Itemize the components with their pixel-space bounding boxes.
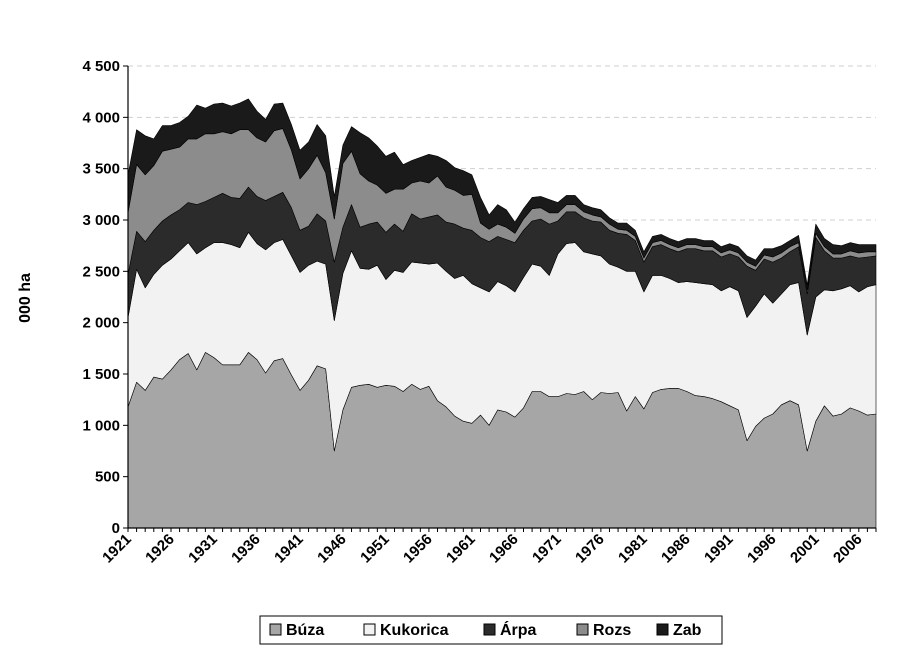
y-tick-label: 1 000 [82,417,120,434]
area-series-group [127,98,877,529]
legend-label: Zab [673,622,702,639]
legend-label: Árpa [500,620,537,639]
x-tick-label: 1936 [228,531,264,567]
legend-swatch [269,623,282,636]
x-tick-label: 1961 [443,531,479,567]
area-zab [127,98,877,291]
legend-label: Rozs [593,622,631,639]
legend-label: Búza [286,622,324,639]
x-tick-label: 1941 [271,531,307,567]
y-tick-label: 1 500 [82,366,120,383]
legend-swatch [576,623,589,636]
y-tick-labels: 0 500 1 000 1 500 2 000 2 500 3 000 3 500 4 000 4… [82,58,128,537]
x-tick-label: 1981 [615,531,651,567]
x-tick-label: 1986 [658,531,694,567]
x-tick-label: 1956 [400,531,436,567]
y-tick-label: 2 500 [82,263,120,280]
legend-swatch [656,623,669,636]
x-tick-label: 1966 [486,531,522,567]
y-tick-label: 2 000 [82,315,120,332]
y-tick-label: 4 500 [82,58,120,75]
y-tick-label: 0 [112,520,120,537]
legend-swatch [363,623,376,636]
x-tick-label: 1971 [529,531,565,567]
axes [127,66,877,532]
y-tick-label: 500 [95,469,120,486]
x-tick-label: 1946 [314,531,350,567]
legend-label: Kukorica [380,622,449,639]
x-tick-label: 2006 [830,531,866,567]
x-tick-label: 1931 [185,531,221,567]
x-tick-label: 1951 [357,531,393,567]
x-tick-label: 1996 [744,531,780,567]
legend: Búza Kukorica Árpa Rozs Zab [259,615,723,645]
x-tick-label: 2001 [787,531,823,567]
x-tick-label: 1991 [701,531,737,567]
y-tick-label: 4 000 [82,109,120,126]
x-tick-label: 1976 [572,531,608,567]
y-tick-label: 3 000 [82,212,120,229]
legend-swatch [483,623,496,636]
x-tick-labels: 1921 1926 1931 1936 1941 1946 1951 1956 1961 1966… [99,531,865,567]
x-tick-label: 1926 [142,531,178,567]
x-tick-label: 1921 [99,531,135,567]
y-tick-label: 3 500 [82,161,120,178]
y-axis-label: 000 ha [17,273,34,323]
